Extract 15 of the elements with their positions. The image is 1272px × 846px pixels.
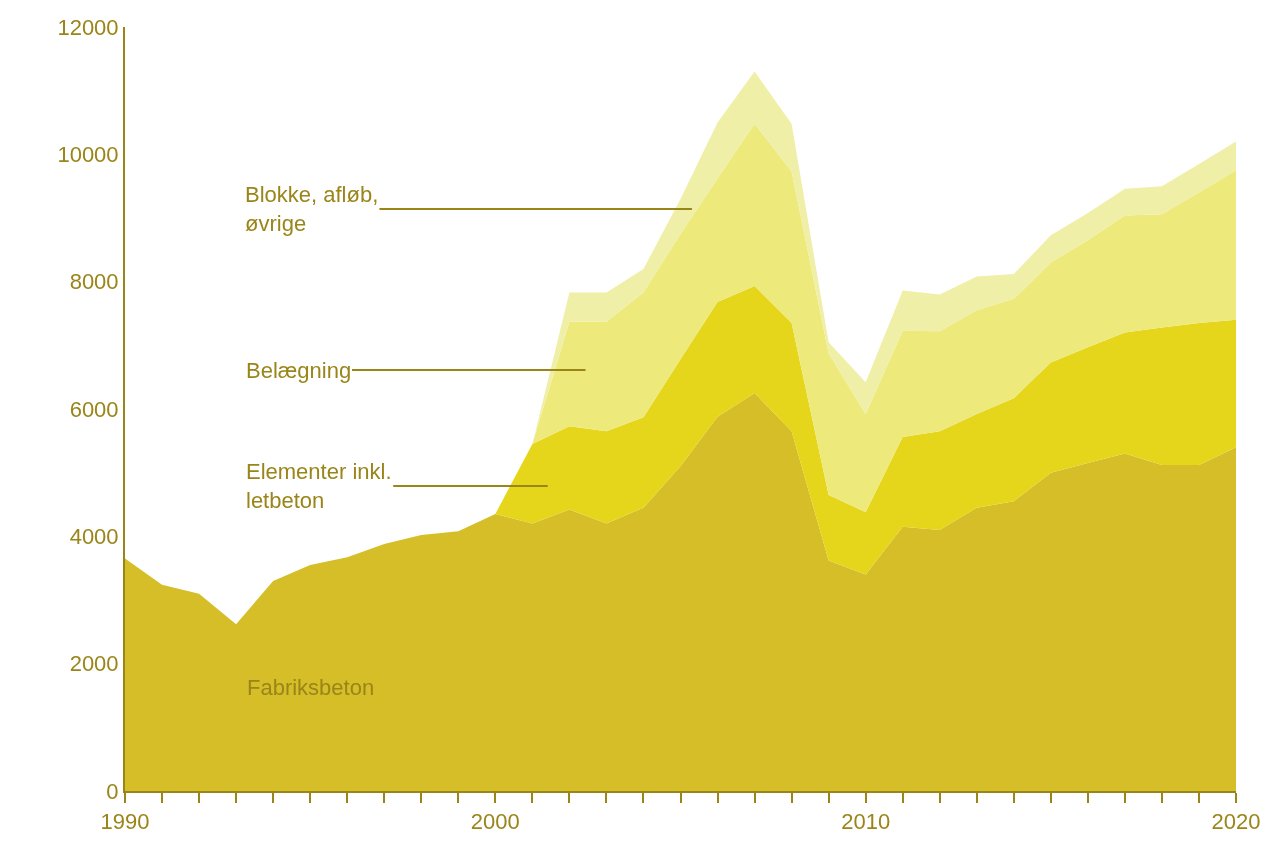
annotation: Belægning (246, 358, 352, 383)
annotation: Elementer inkl. letbeton (246, 459, 392, 513)
y-tick-label: 8000 (69, 269, 119, 295)
annotation: Blokke, afløb, øvrige (245, 182, 379, 236)
x-tick-label: 2020 (1211, 809, 1261, 835)
y-tick-label: 2000 (69, 651, 119, 677)
annotation: Fabriksbeton (247, 675, 375, 700)
x-tick-label: 2010 (841, 809, 891, 835)
y-tick-label: 4000 (69, 524, 119, 550)
y-tick-label: 6000 (69, 396, 119, 422)
y-tick-label: 12000 (57, 14, 119, 40)
x-tick-label: 2000 (470, 809, 520, 835)
y-tick-label: 0 (106, 778, 119, 804)
y-tick-label: 10000 (57, 142, 119, 168)
x-tick-label: 1990 (100, 809, 150, 835)
